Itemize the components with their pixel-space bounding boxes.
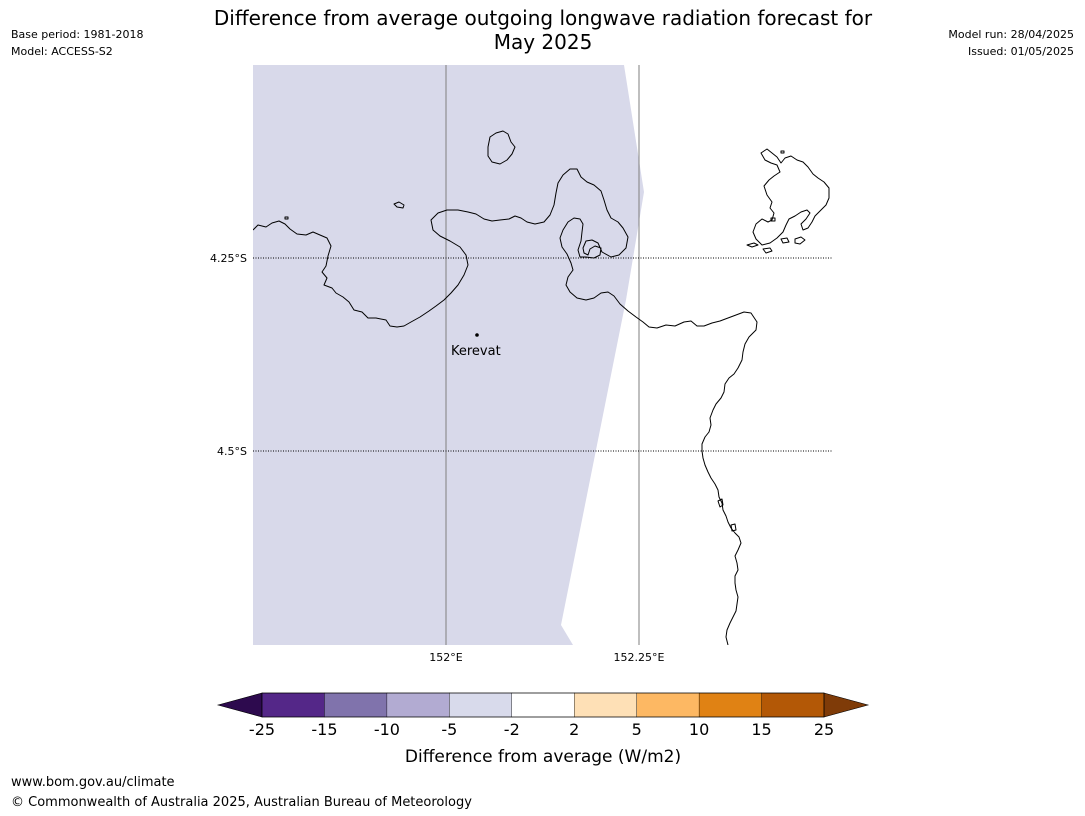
place-label-kerevat: Kerevat bbox=[451, 344, 501, 359]
place-marker-kerevat bbox=[475, 333, 479, 337]
colorbar-frame bbox=[261, 692, 825, 718]
duke-islet-1 bbox=[780, 237, 790, 244]
colorbar-segment bbox=[698, 692, 763, 718]
issued-date: Issued: 01/05/2025 bbox=[967, 45, 1074, 58]
colorbar-tick-label: 15 bbox=[751, 720, 771, 739]
title-line-2: May 2025 bbox=[493, 30, 593, 54]
colorbar-segment bbox=[761, 692, 825, 718]
colorbar-tick-label: -5 bbox=[441, 720, 457, 739]
duke-islet-6 bbox=[780, 150, 785, 154]
chart-title: Difference from average outgoing longwav… bbox=[193, 6, 893, 54]
footer-copyright: © Commonwealth of Australia 2025, Austra… bbox=[11, 795, 472, 810]
colorbar: -25 -15 -10 -5 -2 2 5 10 15 25 Difference from av… bbox=[216, 692, 870, 767]
metadata-right: Model run: 28/04/2025 Issued: 01/05/2025 bbox=[948, 26, 1074, 60]
colorbar-over-arrow bbox=[823, 692, 870, 718]
lat-label-4-25s: 4.25°S bbox=[210, 252, 247, 265]
duke-islet-4 bbox=[762, 247, 773, 254]
colorbar-segment bbox=[324, 692, 388, 718]
colorbar-tick-label: -25 bbox=[249, 720, 275, 739]
colorbar-title: Difference from average (W/m2) bbox=[405, 747, 681, 767]
islet-bay bbox=[717, 498, 724, 508]
islet-bay-2 bbox=[730, 523, 737, 532]
colorbar-tick-label: 5 bbox=[632, 720, 642, 739]
duke-of-york-islands bbox=[752, 148, 830, 246]
lat-label-4-5s: 4.5°S bbox=[217, 445, 247, 458]
colorbar-tick-label: 10 bbox=[689, 720, 709, 739]
colorbar-tick-label: -10 bbox=[374, 720, 400, 739]
islet-dot bbox=[284, 216, 289, 220]
coastline-main bbox=[253, 168, 758, 645]
duke-islet-2 bbox=[794, 236, 806, 245]
colorbar-segment bbox=[636, 692, 700, 718]
duke-islet-5 bbox=[770, 217, 776, 222]
colorbar-segment bbox=[386, 692, 450, 718]
colorbar-tick-label: -15 bbox=[311, 720, 337, 739]
colorbar-tick-label: 25 bbox=[814, 720, 834, 739]
colorbar-tick-label: 2 bbox=[569, 720, 579, 739]
colorbar-segment bbox=[449, 692, 513, 718]
duke-islet-3 bbox=[746, 242, 759, 248]
model-run: Model run: 28/04/2025 bbox=[948, 28, 1074, 41]
title-line-1: Difference from average outgoing longwav… bbox=[213, 6, 873, 30]
colorbar-under-arrow bbox=[216, 692, 263, 718]
anomaly-shading bbox=[253, 65, 644, 645]
colorbar-tick-label: -2 bbox=[504, 720, 520, 739]
footer-url: www.bom.gov.au/climate bbox=[11, 775, 175, 790]
base-period: Base period: 1981-2018 bbox=[11, 28, 144, 41]
lon-label-152-25e: 152.25°E bbox=[614, 651, 665, 664]
model-name: Model: ACCESS-S2 bbox=[11, 45, 113, 58]
island-north bbox=[487, 130, 516, 165]
map-figure: 4.25°S 4.5°S 152°E 152.25°E Kerevat bbox=[210, 65, 832, 664]
colorbar-segment bbox=[261, 692, 325, 718]
colorbar-segment bbox=[574, 692, 638, 718]
lon-label-152e: 152°E bbox=[429, 651, 462, 664]
colorbar-segment bbox=[511, 692, 575, 718]
islet-small bbox=[393, 201, 405, 209]
metadata-left: Base period: 1981-2018 Model: ACCESS-S2 bbox=[11, 26, 143, 60]
